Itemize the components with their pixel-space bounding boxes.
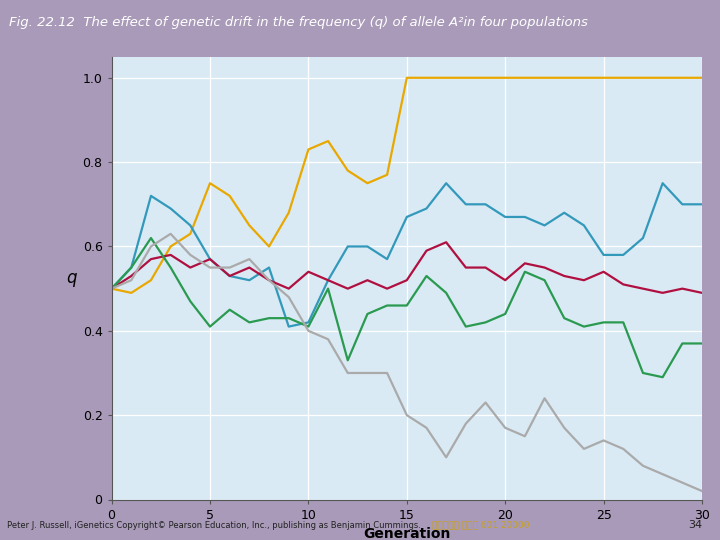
Y-axis label: q: q bbox=[66, 269, 77, 287]
Text: 34: 34 bbox=[688, 520, 702, 530]
Text: 台大農藝系 遺傳學 601 20000: 台大農藝系 遺傳學 601 20000 bbox=[432, 521, 529, 530]
X-axis label: Generation: Generation bbox=[363, 527, 451, 540]
Text: Peter J. Russell, iGenetics Copyright© Pearson Education, Inc., publishing as Be: Peter J. Russell, iGenetics Copyright© P… bbox=[7, 521, 421, 530]
Text: Fig. 22.12  The effect of genetic drift in the frequency (q) of allele A²in four: Fig. 22.12 The effect of genetic drift i… bbox=[9, 16, 588, 30]
